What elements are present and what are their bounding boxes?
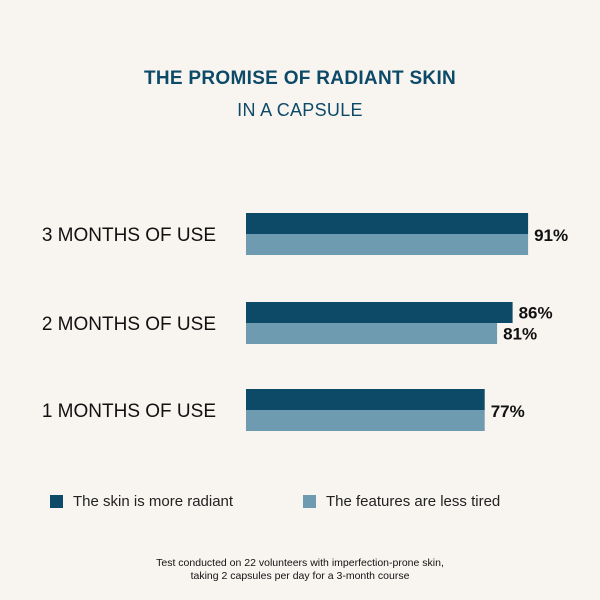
- data-label: 81%: [503, 325, 537, 344]
- bar-less-tired: [246, 234, 529, 255]
- bar-radiant: [246, 302, 513, 323]
- bar-chart: 3 MONTHS OF USE 91% 2 MONTHS OF USE 86% 81% 1…: [42, 213, 568, 431]
- category-label: 1 MONTHS OF USE: [42, 401, 216, 422]
- legend-swatch-radiant: [50, 495, 63, 508]
- bar-radiant: [246, 389, 485, 410]
- legend-swatch-less-tired: [303, 495, 316, 508]
- legend-label-less-tired: The features are less tired: [326, 493, 501, 510]
- legend-item-radiant: The skin is more radiant: [50, 493, 233, 510]
- bar-less-tired: [246, 410, 485, 431]
- category-label: 3 MONTHS OF USE: [42, 225, 216, 246]
- legend-label-radiant: The skin is more radiant: [73, 493, 234, 510]
- data-label: 77%: [491, 402, 525, 421]
- category-label: 2 MONTHS OF USE: [42, 314, 216, 335]
- footnote-line-2: taking 2 capsules per day for a 3-month …: [190, 570, 410, 582]
- data-label: 91%: [534, 226, 568, 245]
- data-label: 86%: [519, 304, 553, 323]
- bar-radiant: [246, 213, 529, 234]
- chart-title: THE PROMISE OF RADIANT SKIN: [143, 68, 457, 89]
- legend-item-less-tired: The features are less tired: [303, 493, 500, 510]
- bar-less-tired: [246, 323, 498, 344]
- chart-subtitle: IN A CAPSULE: [237, 100, 363, 120]
- footnote-line-1: Test conducted on 22 volunteers with imp…: [156, 557, 444, 569]
